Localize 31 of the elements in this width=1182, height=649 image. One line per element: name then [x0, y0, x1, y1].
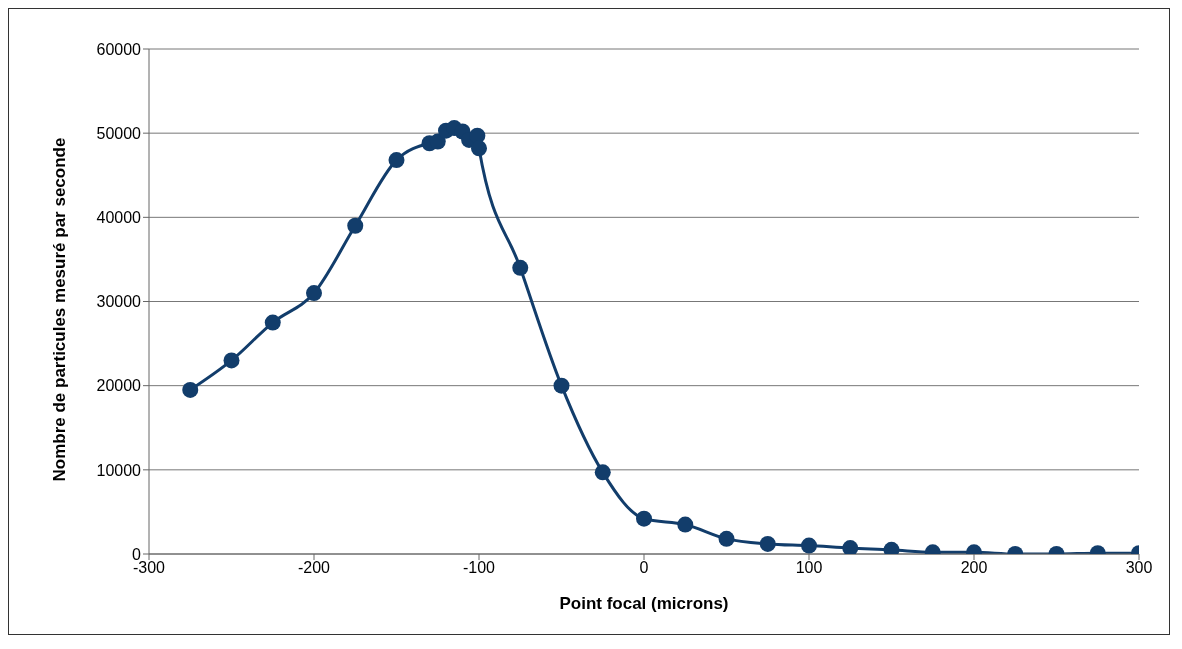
x-axis-title: Point focal (microns) — [559, 594, 729, 613]
point — [718, 530, 735, 547]
y-axis-title: Nombre de particules mesuré par seconde — [50, 137, 70, 482]
point — [594, 464, 611, 481]
point — [553, 377, 570, 394]
point — [347, 217, 364, 234]
x-tick-label: 200 — [960, 559, 988, 577]
point — [636, 510, 652, 527]
point — [471, 140, 487, 157]
point — [677, 516, 694, 533]
y-tick-label: 40000 — [96, 209, 142, 227]
point — [759, 535, 776, 552]
x-tick-label: 100 — [795, 559, 823, 577]
point — [801, 537, 817, 554]
point — [223, 352, 240, 369]
point — [182, 381, 199, 398]
point — [388, 152, 405, 169]
y-tick-label: 30000 — [96, 293, 142, 311]
x-tick-label: -100 — [462, 559, 496, 577]
x-tick-label: -200 — [297, 559, 331, 577]
point — [842, 540, 859, 554]
y-tick-label: 50000 — [96, 124, 142, 142]
x-tick-label: 300 — [1125, 559, 1153, 577]
point — [512, 259, 529, 276]
x-tick-label: 0 — [639, 559, 649, 577]
y-tick-label: 60000 — [96, 40, 142, 58]
y-tick-label: 20000 — [96, 377, 142, 395]
point — [306, 285, 322, 302]
x-tick-label: -300 — [132, 559, 166, 577]
y-tick-label: 10000 — [96, 461, 142, 479]
point — [264, 314, 281, 331]
